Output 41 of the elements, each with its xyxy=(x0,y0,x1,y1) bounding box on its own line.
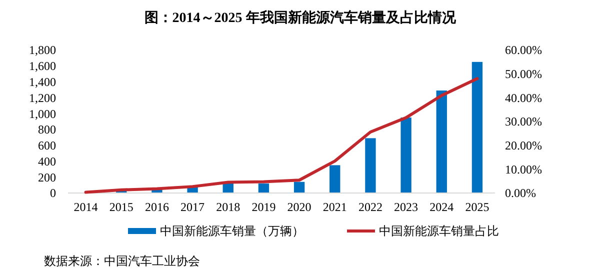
y2-tick-label: 10.00% xyxy=(505,162,542,176)
x-tick-label: 2021 xyxy=(322,200,347,214)
y-tick-label: 1,800 xyxy=(29,43,56,58)
x-tick-label: 2023 xyxy=(394,200,418,214)
y-tick-label: 0 xyxy=(50,186,56,200)
y2-tick-label: 60.00% xyxy=(505,43,542,58)
y-tick-label: 1,600 xyxy=(29,59,56,74)
y-tick-label: 200 xyxy=(38,170,56,184)
chart-title: 图：2014～2025 年我国新能源汽车销量及占比情况 xyxy=(144,9,457,26)
line-series xyxy=(84,77,479,194)
bar xyxy=(294,182,305,193)
x-tick-label: 2025 xyxy=(465,200,490,214)
bar xyxy=(436,90,447,193)
bar xyxy=(330,165,340,193)
x-tick-label: 2016 xyxy=(144,200,169,214)
y2-tick-label: 0.00% xyxy=(505,186,536,200)
x-tick-label: 2020 xyxy=(287,200,312,214)
source-note: 数据来源：中国汽车工业协会 xyxy=(44,254,200,268)
x-tick-label: 2015 xyxy=(109,200,134,214)
y-tick-label: 1,000 xyxy=(29,106,56,121)
y-tick-label: 1,200 xyxy=(29,90,56,105)
x-tick-label: 2024 xyxy=(430,200,454,214)
x-tick-label: 2014 xyxy=(74,200,98,214)
y-tick-label: 1,400 xyxy=(29,74,56,89)
x-tick-label: 2018 xyxy=(216,200,240,214)
x-tick-label: 2017 xyxy=(180,200,205,214)
legend-label: 中国新能源车销量（万辆） xyxy=(160,224,304,238)
legend-label: 中国新能源车销量占比 xyxy=(379,224,499,238)
x-tick-label: 2022 xyxy=(358,200,382,214)
y2-tick-label: 40.00% xyxy=(505,90,542,105)
y2-tick-label: 50.00% xyxy=(505,67,542,82)
bar xyxy=(365,138,376,193)
y-tick-label: 400 xyxy=(38,154,56,168)
bar xyxy=(472,62,483,193)
x-tick-label: 2019 xyxy=(252,200,276,214)
y2-tick-label: 30.00% xyxy=(505,114,542,129)
bar xyxy=(400,118,412,193)
y-tick-label: 600 xyxy=(38,138,56,153)
y2-tick-label: 20.00% xyxy=(505,138,542,153)
bar xyxy=(258,183,270,193)
y-tick-label: 800 xyxy=(38,122,56,137)
